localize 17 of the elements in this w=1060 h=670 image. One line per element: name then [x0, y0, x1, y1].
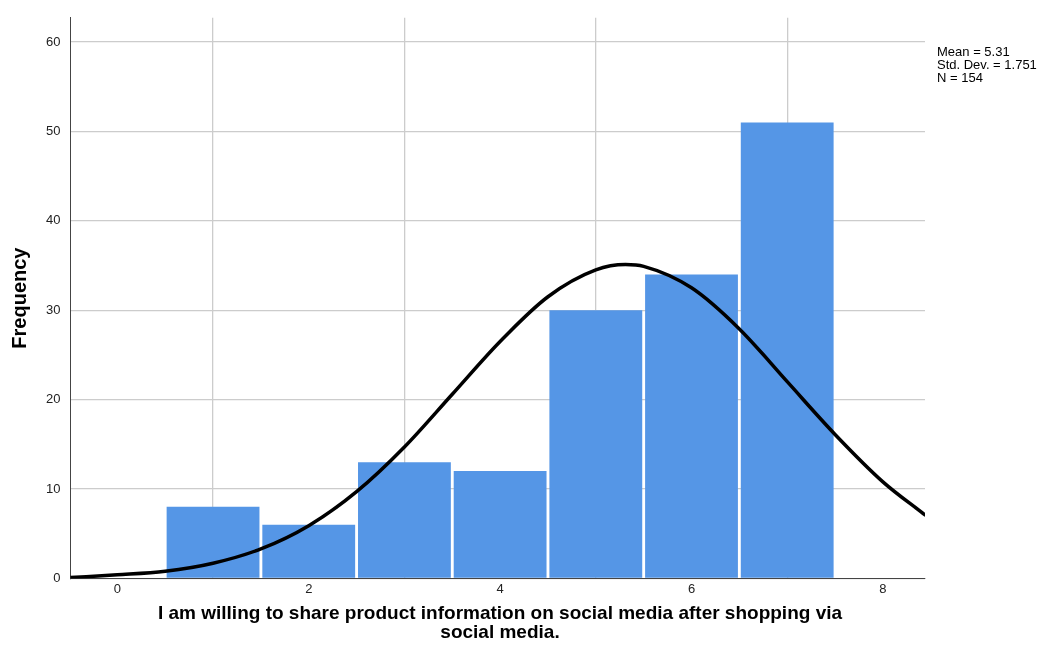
y-tick-label: 0 [53, 569, 61, 585]
text: Mean = 5.31 [937, 43, 1010, 59]
x-tick-label: 8 [879, 580, 887, 596]
x-tick-label: 6 [687, 580, 696, 596]
y-tick-label: 30 [45, 301, 61, 317]
text: N = 154 [937, 69, 983, 85]
text: Std. Dev. = 1.751 [937, 56, 1037, 72]
x-tick-label: 4 [496, 580, 504, 596]
y-tick-label: 10 [45, 480, 61, 496]
y-axis-title: Frequency [7, 246, 30, 349]
x-tick-label: 0 [113, 580, 121, 596]
y-tick-label: 20 [45, 391, 61, 407]
y-tick-label: 50 [45, 122, 61, 138]
y-tick-label: 40 [45, 212, 61, 228]
y-tick-label: 60 [45, 33, 61, 49]
x-axis-title: I am willing to share product information on social media after shopping via social media. [156, 602, 844, 642]
x-tick-label: 2 [305, 580, 313, 596]
